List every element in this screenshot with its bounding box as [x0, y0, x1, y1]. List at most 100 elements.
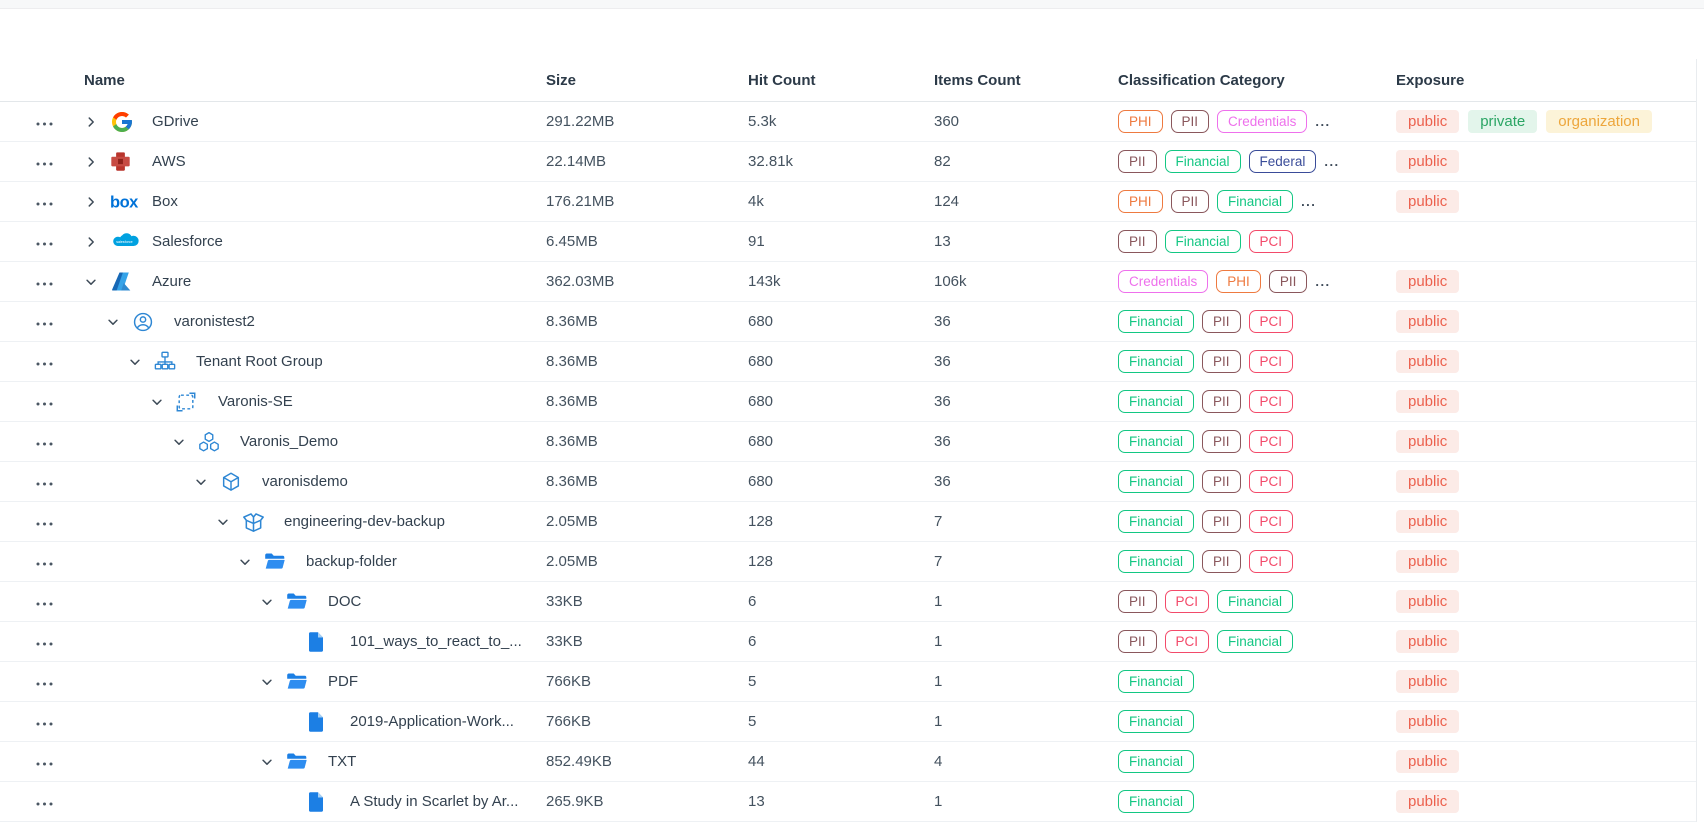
table-row[interactable]: A Study in Scarlet by Ar... 265.9KB 13 1 Fin… [0, 782, 1696, 822]
collapse-chevron-down-icon[interactable] [216, 515, 238, 529]
subscription-icon [176, 390, 210, 414]
item-name: Box [152, 193, 178, 210]
exposure-badge: public [1396, 390, 1460, 413]
exposure-badge: public [1396, 310, 1460, 333]
collapse-chevron-down-icon[interactable] [238, 555, 260, 569]
ellipsis-menu-icon [36, 433, 53, 450]
row-actions-menu-button[interactable] [36, 753, 58, 771]
row-actions-menu-button[interactable] [36, 713, 58, 731]
classification-cell: Financial [1118, 750, 1396, 773]
table-row[interactable]: box Box 176.21MB 4k 124 PHI PII Financial... pub… [0, 182, 1696, 222]
items-count-cell: 1 [934, 713, 943, 730]
collapse-chevron-down-icon[interactable] [260, 675, 282, 689]
table-row[interactable]: backup-folder 2.05MB 128 7 Financial PII PCI pu… [0, 542, 1696, 582]
expand-chevron-right-icon[interactable] [84, 195, 106, 209]
category-badge: PII [1202, 510, 1241, 533]
row-actions-menu-button[interactable] [36, 273, 58, 291]
table-row[interactable]: AWS 22.14MB 32.81k 82 PII Financial Federal...… [0, 142, 1696, 182]
column-header-classification[interactable]: Classification Category [1118, 71, 1285, 89]
row-actions-menu-button[interactable] [36, 793, 58, 811]
category-badge: PCI [1248, 350, 1294, 373]
ellipsis-menu-icon [36, 633, 53, 650]
table-row[interactable]: GDrive 291.22MB 5.3k 360 PHI PII Credentials..… [0, 102, 1696, 142]
category-badge: PII [1118, 630, 1157, 653]
classification-cell: Financial PII PCI [1118, 430, 1396, 453]
hit-count-cell: 32.81k [748, 153, 794, 170]
table-row[interactable]: 2019-Application-Work... 766KB 5 1 Financial… [0, 702, 1696, 742]
exposure-badge: public [1396, 150, 1460, 173]
column-header-items-count[interactable]: Items Count [934, 71, 1021, 89]
category-badge: PII [1268, 270, 1308, 293]
column-header-name[interactable]: Name [84, 71, 125, 89]
collapse-chevron-down-icon[interactable] [106, 315, 128, 329]
ellipsis-menu-icon [36, 713, 53, 730]
table-row[interactable]: Azure 362.03MB 143k 106k Credentials PHI PII..… [0, 262, 1696, 302]
size-cell: 766KB [546, 713, 592, 730]
row-actions-menu-button[interactable] [36, 113, 58, 131]
item-name: A Study in Scarlet by Ar... [350, 793, 519, 810]
row-actions-menu-button[interactable] [36, 153, 58, 171]
exposure-cell: public [1396, 270, 1696, 293]
column-header-exposure[interactable]: Exposure [1396, 71, 1465, 89]
category-badge: PCI [1164, 630, 1210, 653]
category-badge: Financial [1118, 550, 1195, 573]
exposure-badge: public [1396, 510, 1460, 533]
name-cell: A Study in Scarlet by Ar... [84, 790, 546, 814]
hit-count-cell: 128 [748, 513, 774, 530]
table-row[interactable]: PDF 766KB 5 1 Financial public [0, 662, 1696, 702]
category-badge: Financial [1164, 150, 1241, 173]
items-count-cell: 4 [934, 753, 943, 770]
classification-cell: Financial [1118, 710, 1396, 733]
table-row[interactable]: Varonis_Demo 8.36MB 680 36 Financial PII PCI pu… [0, 422, 1696, 462]
gdrive-icon [110, 110, 144, 134]
collapse-chevron-down-icon[interactable] [260, 755, 282, 769]
table-row[interactable]: varonisdemo 8.36MB 680 36 Financial PII PCI pub… [0, 462, 1696, 502]
more-categories-indicator[interactable]: ... [1301, 194, 1317, 209]
expand-chevron-right-icon[interactable] [84, 235, 106, 249]
exposure-badge: public [1396, 350, 1460, 373]
table-row[interactable]: DOC 33KB 6 1 PII PCI Financial public [0, 582, 1696, 622]
category-badge: Financial [1118, 790, 1195, 813]
collapse-chevron-down-icon[interactable] [150, 395, 172, 409]
row-actions-menu-button[interactable] [36, 353, 58, 371]
row-actions-menu-button[interactable] [36, 313, 58, 331]
more-categories-indicator[interactable]: ... [1324, 154, 1340, 169]
row-actions-menu-button[interactable] [36, 593, 58, 611]
more-categories-indicator[interactable]: ... [1315, 274, 1331, 289]
ellipsis-menu-icon [36, 353, 53, 370]
row-actions-menu-button[interactable] [36, 553, 58, 571]
table-row[interactable]: varonistest2 8.36MB 680 36 Financial PII PCI pu… [0, 302, 1696, 342]
size-cell: 2.05MB [546, 513, 598, 530]
table-row[interactable]: 101_ways_to_react_to_... 33KB 6 1 PII PCI Fina… [0, 622, 1696, 662]
column-header-hit-count[interactable]: Hit Count [748, 71, 816, 89]
expand-chevron-right-icon[interactable] [84, 115, 106, 129]
collapse-chevron-down-icon[interactable] [84, 275, 106, 289]
row-actions-menu-button[interactable] [36, 633, 58, 651]
collapse-chevron-down-icon[interactable] [172, 435, 194, 449]
expand-chevron-right-icon[interactable] [84, 155, 106, 169]
collapse-chevron-down-icon[interactable] [194, 475, 216, 489]
row-actions-menu-button[interactable] [36, 513, 58, 531]
table-row[interactable]: Tenant Root Group 8.36MB 680 36 Financial PII… [0, 342, 1696, 382]
row-actions-menu-button[interactable] [36, 233, 58, 251]
exposure-badge: public [1396, 710, 1460, 733]
collapse-chevron-down-icon[interactable] [128, 355, 150, 369]
table-row[interactable]: TXT 852.49KB 44 4 Financial public [0, 742, 1696, 782]
table-row[interactable]: Varonis-SE 8.36MB 680 36 Financial PII PCI publ… [0, 382, 1696, 422]
items-count-cell: 36 [934, 353, 951, 370]
item-name: PDF [328, 673, 358, 690]
table-row[interactable]: engineering-dev-backup 2.05MB 128 7 Financia… [0, 502, 1696, 542]
more-categories-indicator[interactable]: ... [1315, 114, 1331, 129]
row-actions-menu-button[interactable] [36, 193, 58, 211]
exposure-badge: public [1396, 270, 1460, 293]
size-cell: 176.21MB [546, 193, 615, 210]
row-actions-menu-button[interactable] [36, 433, 58, 451]
row-actions-menu-button[interactable] [36, 393, 58, 411]
collapse-chevron-down-icon[interactable] [260, 595, 282, 609]
column-header-size[interactable]: Size [546, 71, 577, 89]
category-badge: PII [1118, 230, 1157, 253]
table-row[interactable]: salesforce Salesforce 6.45MB 91 13 PII Financi… [0, 222, 1696, 262]
container-box-icon [242, 510, 276, 534]
row-actions-menu-button[interactable] [36, 473, 58, 491]
row-actions-menu-button[interactable] [36, 673, 58, 691]
